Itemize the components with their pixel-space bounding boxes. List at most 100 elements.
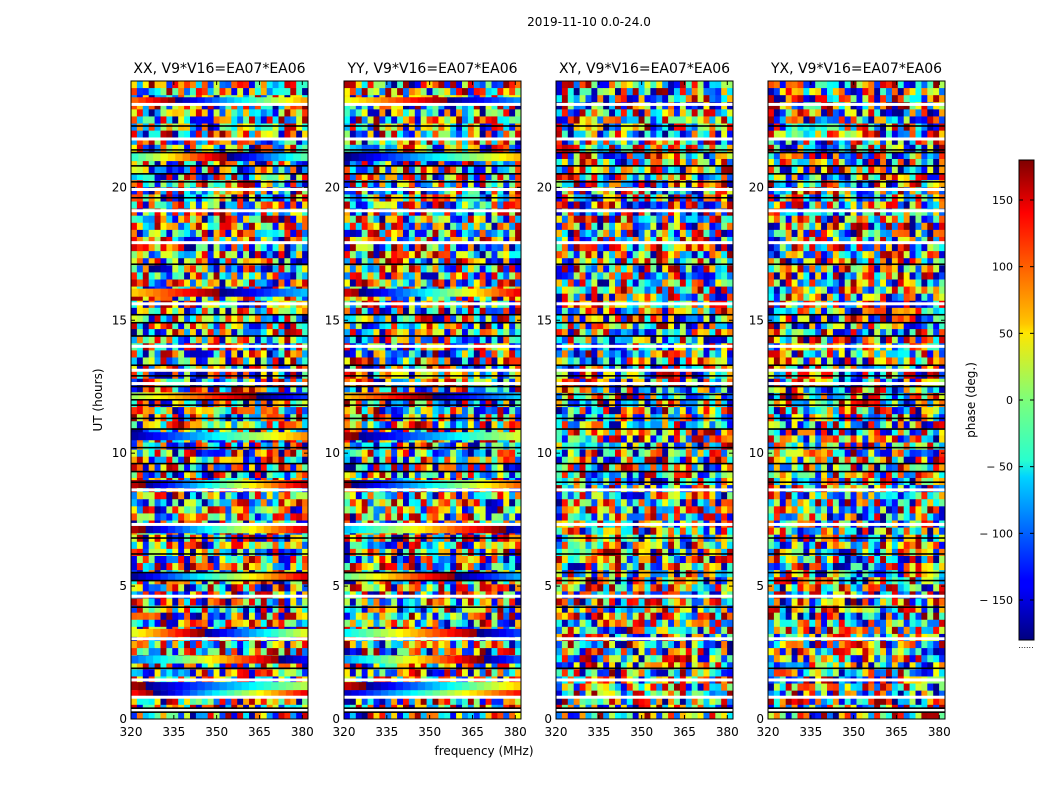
flag-line [768,711,945,713]
flag-line [131,404,308,406]
flag-line [768,667,945,670]
coherent-band [131,628,308,637]
flag-line [556,364,733,367]
flag-line [768,181,945,183]
flag-gap [344,209,521,213]
flag-gap [556,522,733,526]
flag-line [131,470,308,473]
coherent-band [344,573,521,582]
flag-line [556,446,733,449]
flag-line [556,537,733,539]
flag-line [344,181,521,183]
flag-line [344,393,521,396]
flag-line [344,417,521,420]
flag-gap [131,137,308,141]
y-tick-label: 20 [325,180,340,194]
flag-line [344,151,521,154]
flag-gap [556,678,733,682]
flag-line [556,707,733,709]
flag-gap [768,695,945,699]
flag-gap [344,187,521,191]
coherent-band [131,392,308,401]
flag-line [768,399,945,401]
flag-line [131,125,308,127]
flag-gap [344,102,521,106]
flag-line [556,711,733,713]
flag-gap [344,594,521,598]
y-tick-label: 15 [112,313,127,327]
coherent-band [131,682,308,691]
flag-line [768,393,945,396]
panel-title: YY, V9*V16=EA07*EA06 [346,61,517,77]
x-tick-label: 350 [205,725,228,739]
flag-line [131,151,308,154]
y-tick-label: 15 [749,313,764,327]
coherent-band [344,288,521,297]
panel-title: XX, V9*V16=EA07*EA06 [133,61,305,77]
coherent-band [131,573,308,582]
flag-gap [344,302,521,306]
flag-gap [344,137,521,141]
flag-line [131,481,308,484]
x-axis-label: frequency (MHz) [434,744,533,758]
y-tick-label: 20 [537,180,552,194]
flag-gap [768,368,945,372]
flag-gap [768,594,945,598]
y-tick-label: 5 [756,579,764,593]
flag-gap [344,382,521,386]
flag-line [556,181,733,183]
y-tick-label: 20 [749,180,764,194]
flag-gap [556,302,733,306]
coherent-band [344,655,521,664]
flag-line [768,375,945,377]
flag-line [131,385,308,388]
colorbar-tick-label: 50 [999,327,1013,340]
flag-line [768,446,945,449]
flag-gap [768,302,945,306]
flag-gap [344,522,521,526]
flag-line [556,313,733,316]
flag-gap [131,209,308,213]
flag-line [131,335,308,337]
panel-4: YX, V9*V16=EA07*EA06 0 5 10 15 20 320 335 350 365… [749,61,951,739]
flag-line [131,707,308,709]
flag-gap [131,368,308,372]
flag-line [344,404,521,406]
flag-line [768,553,945,555]
colorbar-tick-label: − 150 [979,594,1013,607]
colorbar-tick-label: 0 [1006,394,1013,407]
flag-line [556,606,733,608]
flag-line [131,393,308,396]
flag-line [344,481,521,484]
coherent-band [131,525,308,534]
flag-line [768,537,945,539]
panel-title: XY, V9*V16=EA07*EA06 [559,61,730,77]
flag-line [344,364,521,367]
flag-line [344,462,521,465]
x-tick-label: 365 [461,725,484,739]
panel-frame [767,80,946,720]
panel-frame [555,80,734,720]
flag-gap [131,522,308,526]
panel-3: XY, V9*V16=EA07*EA06 0 5 10 15 20 320 335 350 365… [537,61,739,739]
flag-line [344,385,521,388]
y-tick-label: 20 [112,180,127,194]
flag-gap [344,637,521,641]
y-axis-label: UT (hours) [91,368,105,431]
x-tick-label: 365 [673,725,696,739]
flag-line [556,173,733,175]
y-tick-label: 10 [537,446,552,460]
x-tick-label: 335 [375,725,398,739]
flag-gap [344,488,521,492]
flag-line [768,606,945,608]
flag-line [556,571,733,574]
flag-line [556,335,733,337]
coherent-band [344,392,521,401]
flag-line [556,462,733,465]
coherent-band [344,690,521,699]
flag-gap [344,695,521,699]
y-tick-label: 0 [119,712,127,726]
flag-line [556,579,733,582]
y-tick-label: 10 [749,446,764,460]
flag-line [768,165,945,167]
